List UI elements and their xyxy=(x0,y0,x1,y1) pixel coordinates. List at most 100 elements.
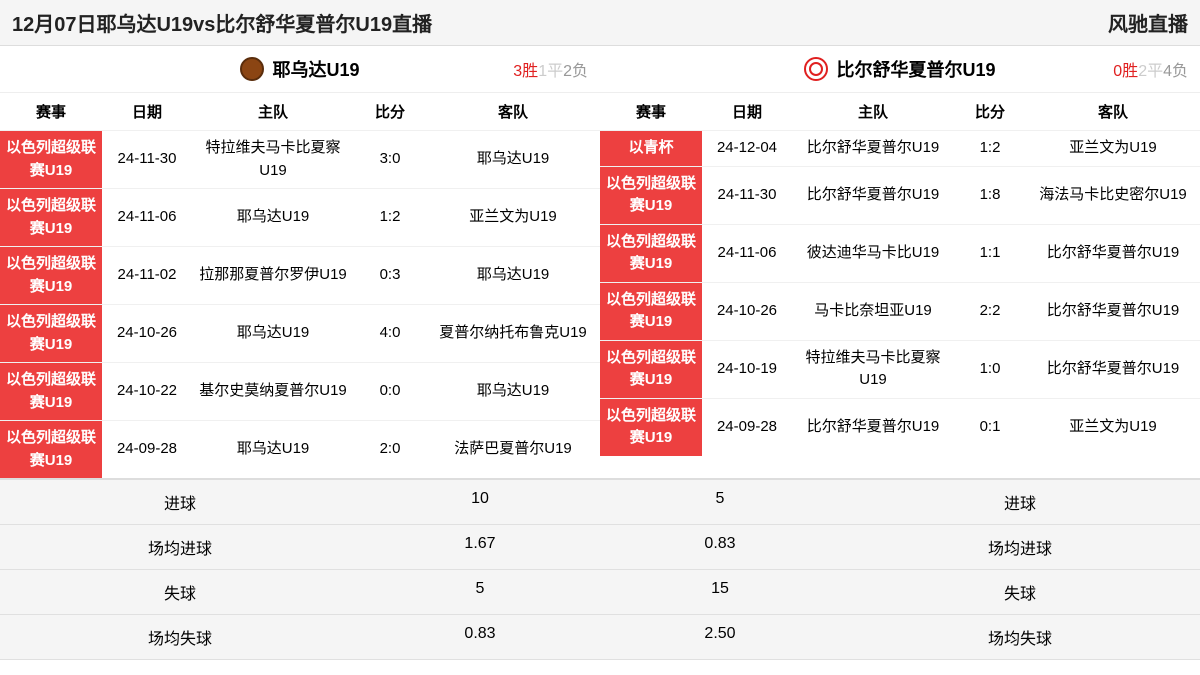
stat-label-right: 失球 xyxy=(840,570,1200,614)
team2-wins: 0胜 xyxy=(1113,63,1138,80)
team2-logo-icon xyxy=(804,57,828,81)
match-home: 彼达迪华马卡比U19 xyxy=(792,225,954,282)
team2-section: 比尔舒华夏普尔U19 0胜2平4负 赛事 日期 主队 比分 客队 以青杯24-1… xyxy=(600,46,1200,478)
match-away: 耶乌达U19 xyxy=(426,363,600,420)
match-date: 24-09-28 xyxy=(102,421,192,478)
match-home: 耶乌达U19 xyxy=(192,189,354,246)
match-row[interactable]: 以色列超级联赛U1924-10-22基尔史莫纳夏普尔U190:0耶乌达U19 xyxy=(0,362,600,420)
match-competition: 以色列超级联赛U19 xyxy=(0,189,102,246)
match-score: 1:8 xyxy=(954,167,1026,224)
match-away: 耶乌达U19 xyxy=(426,131,600,188)
match-score: 3:0 xyxy=(354,131,426,188)
match-away: 亚兰文为U19 xyxy=(1026,131,1200,166)
match-away: 比尔舒华夏普尔U19 xyxy=(1026,283,1200,340)
stat-label-right: 场均进球 xyxy=(840,525,1200,569)
stat-value-right: 2.50 xyxy=(600,615,840,659)
match-away: 海法马卡比史密尔U19 xyxy=(1026,167,1200,224)
col-date: 日期 xyxy=(702,101,792,122)
team1-logo-icon xyxy=(240,57,264,81)
col-date: 日期 xyxy=(102,101,192,122)
match-competition: 以色列超级联赛U19 xyxy=(0,363,102,420)
match-competition: 以色列超级联赛U19 xyxy=(600,399,702,456)
match-home: 耶乌达U19 xyxy=(192,305,354,362)
match-score: 2:2 xyxy=(954,283,1026,340)
team1-name: 耶乌达U19 xyxy=(272,56,359,82)
match-competition: 以色列超级联赛U19 xyxy=(600,283,702,340)
match-away: 耶乌达U19 xyxy=(426,247,600,304)
team2-record: 0胜2平4负 xyxy=(1113,57,1188,81)
team2-losses: 4负 xyxy=(1163,63,1188,80)
stat-label-left: 场均失球 xyxy=(0,615,360,659)
stat-row: 失球515失球 xyxy=(0,570,1200,615)
match-date: 24-11-06 xyxy=(702,225,792,282)
team1-wins: 3胜 xyxy=(513,63,538,80)
match-date: 24-12-04 xyxy=(702,131,792,166)
match-row[interactable]: 以色列超级联赛U1924-10-19特拉维夫马卡比夏察U191:0比尔舒华夏普尔… xyxy=(600,340,1200,398)
match-score: 1:2 xyxy=(354,189,426,246)
match-home: 拉那那夏普尔罗伊U19 xyxy=(192,247,354,304)
match-home: 基尔史莫纳夏普尔U19 xyxy=(192,363,354,420)
match-away: 比尔舒华夏普尔U19 xyxy=(1026,225,1200,282)
match-competition: 以色列超级联赛U19 xyxy=(0,247,102,304)
match-row[interactable]: 以色列超级联赛U1924-10-26马卡比奈坦亚U192:2比尔舒华夏普尔U19 xyxy=(600,282,1200,340)
match-away: 法萨巴夏普尔U19 xyxy=(426,421,600,478)
col-competition: 赛事 xyxy=(600,101,702,122)
match-row[interactable]: 以青杯24-12-04比尔舒华夏普尔U191:2亚兰文为U19 xyxy=(600,130,1200,166)
stat-value-left: 5 xyxy=(360,570,600,614)
match-row[interactable]: 以色列超级联赛U1924-11-06耶乌达U191:2亚兰文为U19 xyxy=(0,188,600,246)
col-competition: 赛事 xyxy=(0,101,102,122)
match-score: 0:1 xyxy=(954,399,1026,456)
stat-value-left: 10 xyxy=(360,480,600,524)
col-score: 比分 xyxy=(354,101,426,122)
match-competition: 以色列超级联赛U19 xyxy=(0,131,102,188)
match-home: 比尔舒华夏普尔U19 xyxy=(792,167,954,224)
match-date: 24-10-26 xyxy=(702,283,792,340)
team1-header: 耶乌达U19 3胜1平2负 xyxy=(0,46,600,93)
col-home: 主队 xyxy=(192,101,354,122)
match-home: 比尔舒华夏普尔U19 xyxy=(792,131,954,166)
match-away: 亚兰文为U19 xyxy=(1026,399,1200,456)
match-row[interactable]: 以色列超级联赛U1924-10-26耶乌达U194:0夏普尔纳托布鲁克U19 xyxy=(0,304,600,362)
team1-table-header: 赛事 日期 主队 比分 客队 xyxy=(0,93,600,130)
match-row[interactable]: 以色列超级联赛U1924-11-06彼达迪华马卡比U191:1比尔舒华夏普尔U1… xyxy=(600,224,1200,282)
stat-row: 进球105进球 xyxy=(0,480,1200,525)
match-home: 耶乌达U19 xyxy=(192,421,354,478)
match-competition: 以色列超级联赛U19 xyxy=(600,225,702,282)
match-score: 4:0 xyxy=(354,305,426,362)
stat-value-left: 0.83 xyxy=(360,615,600,659)
match-row[interactable]: 以色列超级联赛U1924-11-30比尔舒华夏普尔U191:8海法马卡比史密尔U… xyxy=(600,166,1200,224)
match-away: 夏普尔纳托布鲁克U19 xyxy=(426,305,600,362)
match-date: 24-10-26 xyxy=(102,305,192,362)
match-date: 24-11-30 xyxy=(102,131,192,188)
match-home: 比尔舒华夏普尔U19 xyxy=(792,399,954,456)
team2-name: 比尔舒华夏普尔U19 xyxy=(836,56,995,82)
team1-section: 耶乌达U19 3胜1平2负 赛事 日期 主队 比分 客队 以色列超级联赛U192… xyxy=(0,46,600,478)
col-score: 比分 xyxy=(954,101,1026,122)
match-score: 1:0 xyxy=(954,341,1026,398)
stat-label-left: 场均进球 xyxy=(0,525,360,569)
match-competition: 以色列超级联赛U19 xyxy=(0,305,102,362)
stat-label-left: 失球 xyxy=(0,570,360,614)
stat-value-left: 1.67 xyxy=(360,525,600,569)
match-date: 24-11-02 xyxy=(102,247,192,304)
match-score: 1:2 xyxy=(954,131,1026,166)
col-away: 客队 xyxy=(1026,101,1200,122)
stat-label-right: 场均失球 xyxy=(840,615,1200,659)
stat-label-right: 进球 xyxy=(840,480,1200,524)
stat-row: 场均进球1.670.83场均进球 xyxy=(0,525,1200,570)
match-date: 24-11-30 xyxy=(702,167,792,224)
match-row[interactable]: 以色列超级联赛U1924-11-02拉那那夏普尔罗伊U190:3耶乌达U19 xyxy=(0,246,600,304)
match-competition: 以色列超级联赛U19 xyxy=(0,421,102,478)
match-competition: 以色列超级联赛U19 xyxy=(600,167,702,224)
match-row[interactable]: 以色列超级联赛U1924-09-28耶乌达U192:0法萨巴夏普尔U19 xyxy=(0,420,600,478)
match-home: 马卡比奈坦亚U19 xyxy=(792,283,954,340)
match-competition: 以色列超级联赛U19 xyxy=(600,341,702,398)
stat-label-left: 进球 xyxy=(0,480,360,524)
match-row[interactable]: 以色列超级联赛U1924-09-28比尔舒华夏普尔U190:1亚兰文为U19 xyxy=(600,398,1200,456)
match-date: 24-10-19 xyxy=(702,341,792,398)
match-row[interactable]: 以色列超级联赛U1924-11-30特拉维夫马卡比夏察U193:0耶乌达U19 xyxy=(0,130,600,188)
team2-draws: 2平 xyxy=(1138,63,1163,80)
match-competition: 以青杯 xyxy=(600,131,702,166)
match-home: 特拉维夫马卡比夏察U19 xyxy=(192,131,354,188)
match-date: 24-10-22 xyxy=(102,363,192,420)
